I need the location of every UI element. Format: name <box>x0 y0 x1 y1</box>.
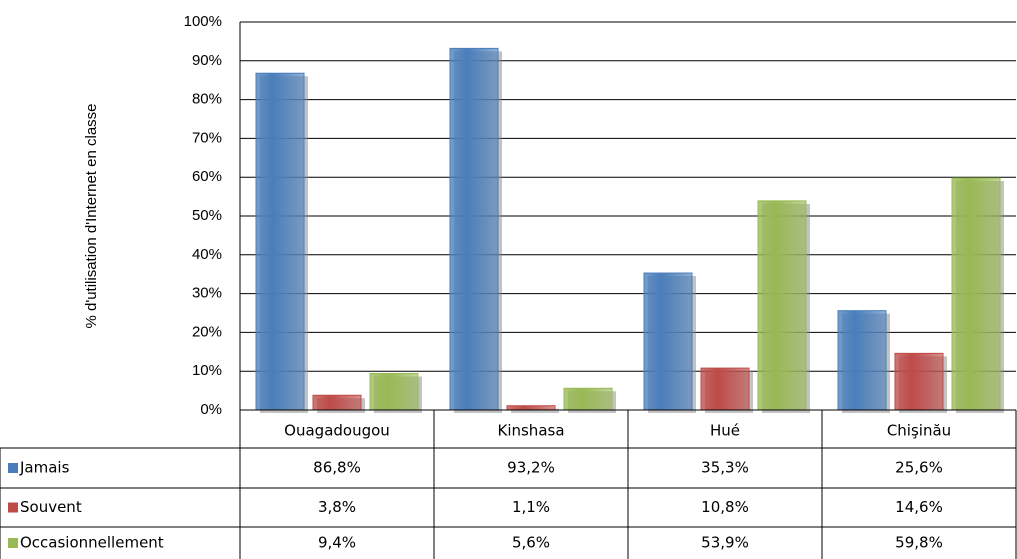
table-value: 5,6% <box>512 534 550 552</box>
legend-swatch <box>8 463 18 473</box>
table-value: 1,1% <box>512 498 550 516</box>
bar <box>255 72 305 411</box>
table-value: 9,4% <box>318 534 356 552</box>
y-tick-label: 50% <box>192 207 222 224</box>
category-label: Kinshasa <box>497 422 564 440</box>
bar <box>449 47 499 411</box>
bar <box>757 200 807 411</box>
table-value: 86,8% <box>313 459 361 477</box>
table-value: 93,2% <box>507 459 555 477</box>
y-tick-label: 80% <box>192 91 222 108</box>
y-axis-label: % d'utilisation d'Internet en classe <box>83 103 100 328</box>
bar <box>700 367 750 411</box>
y-tick-label: 60% <box>192 168 222 185</box>
bar <box>894 352 944 411</box>
table-value: 3,8% <box>318 498 356 516</box>
category-label: Ouagadougou <box>284 422 390 440</box>
category-label: Chişinău <box>887 422 951 440</box>
legend-label: Jamais <box>19 459 70 477</box>
y-tick-label: 30% <box>192 285 222 302</box>
table-value: 25,6% <box>895 459 943 477</box>
y-tick-label: 100% <box>184 13 222 30</box>
legend-label: Occasionnellement <box>20 534 164 552</box>
table-value: 59,8% <box>895 534 943 552</box>
y-tick-label: 90% <box>192 52 222 69</box>
legend-label: Souvent <box>20 498 82 516</box>
bar <box>643 272 693 411</box>
legend-swatch <box>8 538 18 548</box>
bar <box>563 387 613 411</box>
table-value: 35,3% <box>701 459 749 477</box>
table-value: 14,6% <box>895 498 943 516</box>
bar <box>506 405 556 411</box>
y-tick-label: 20% <box>192 323 222 340</box>
bar <box>312 394 362 411</box>
bar-shadow <box>511 408 559 413</box>
legend-swatch <box>8 502 18 513</box>
y-tick-label: 40% <box>192 246 222 263</box>
table-value: 53,9% <box>701 534 749 552</box>
bar <box>951 177 1001 411</box>
bar <box>837 310 887 411</box>
table-value: 10,8% <box>701 498 749 516</box>
y-tick-label: 0% <box>200 401 222 418</box>
category-label: Hué <box>710 422 740 440</box>
y-tick-label: 10% <box>192 362 222 379</box>
bar <box>369 373 419 411</box>
y-tick-label: 70% <box>192 129 222 146</box>
